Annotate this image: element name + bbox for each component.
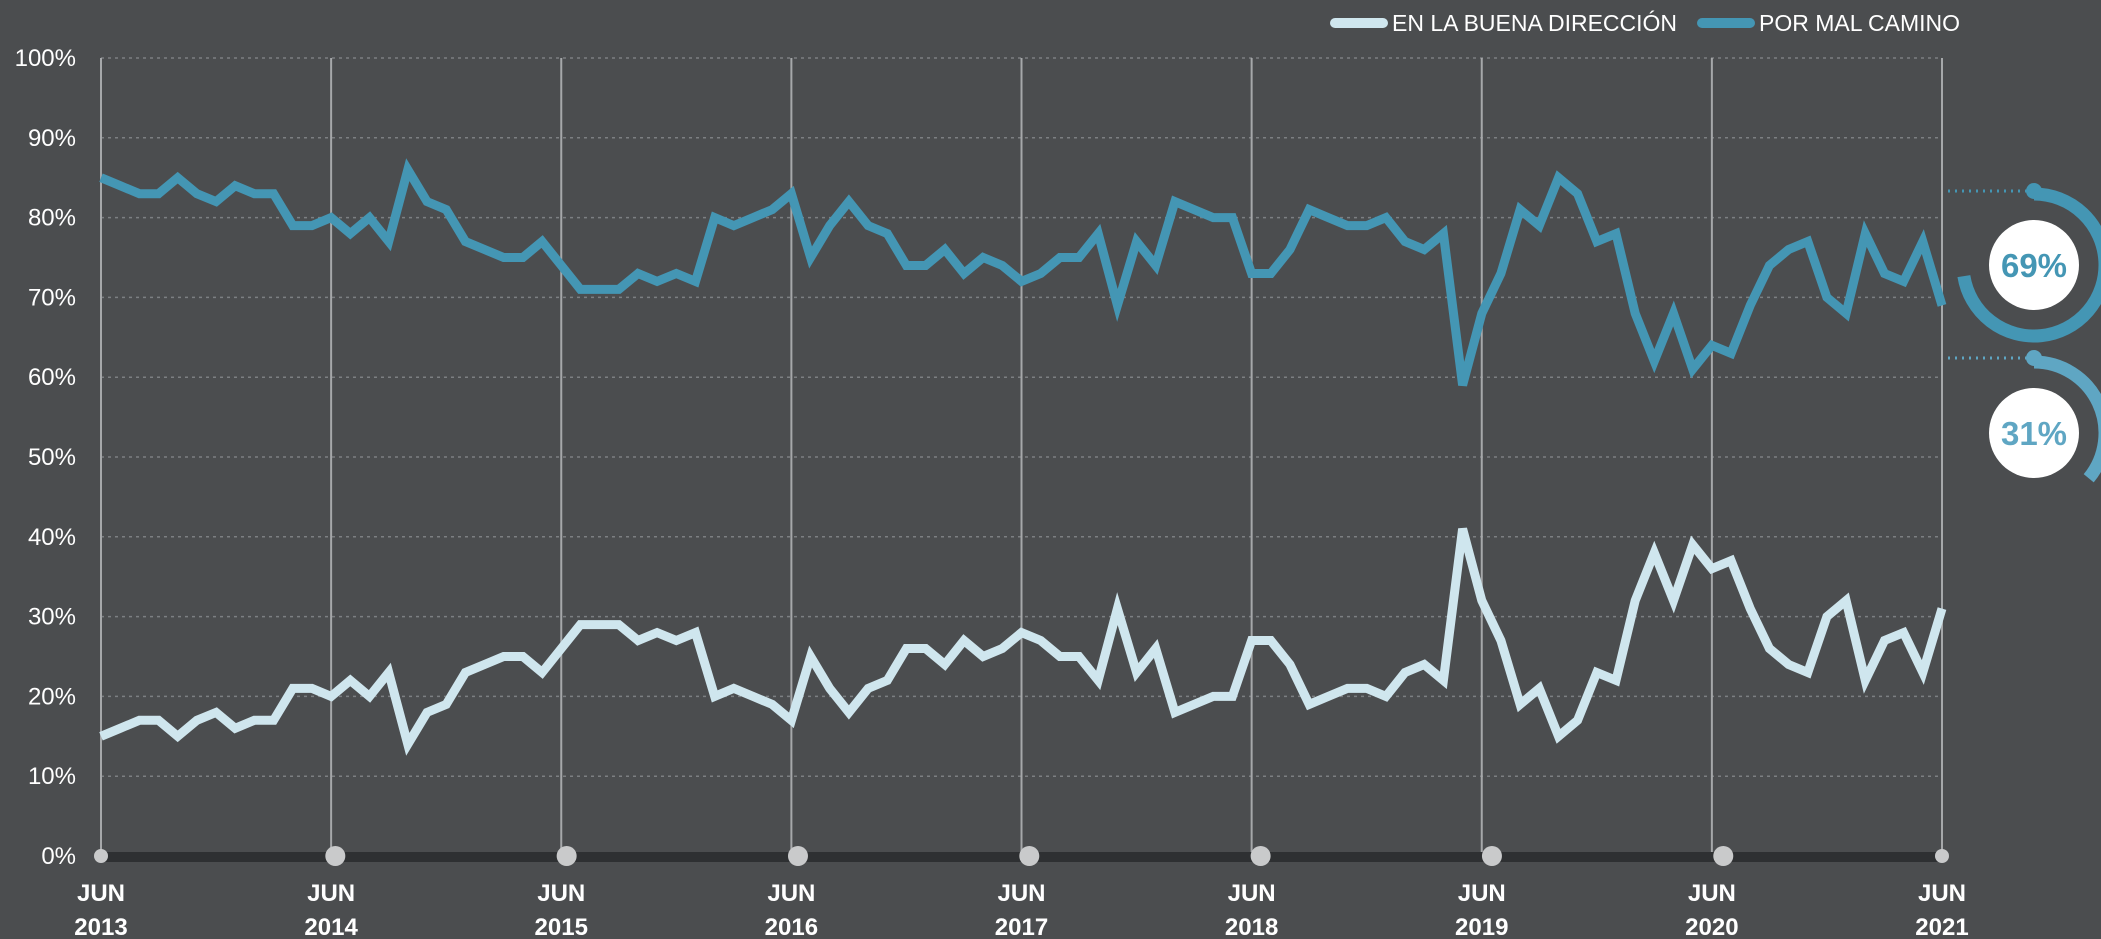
y-tick-label: 30% <box>28 604 76 631</box>
x-tick-year: 2017 <box>995 914 1048 939</box>
x-tick-year: 2021 <box>1915 914 1968 939</box>
timeline-marker <box>1481 846 1502 866</box>
callout-dot <box>2026 183 2042 199</box>
legend: EN LA BUENA DIRECCIÓN POR MAL CAMINO <box>1330 10 1960 36</box>
x-tick-year: 2016 <box>765 914 818 939</box>
series-line-mal-camino <box>99 158 1947 387</box>
y-tick-label: 10% <box>28 763 76 790</box>
final-value-callouts: 69% 31% <box>1948 183 2101 483</box>
y-tick-label: 100% <box>15 45 76 72</box>
timeline-marker <box>787 846 808 866</box>
x-tick-month: JUN <box>1458 880 1506 907</box>
callout-badge <box>1989 388 2079 478</box>
timeline-marker <box>94 849 108 863</box>
series-lines <box>99 158 1947 756</box>
callout-badge <box>1989 220 2079 310</box>
x-tick-year: 2013 <box>74 914 127 939</box>
timeline-marker <box>1019 846 1040 866</box>
x-tick-month: JUN <box>997 880 1045 907</box>
x-tick-month: JUN <box>1688 880 1736 907</box>
y-tick-label: 0% <box>41 843 76 870</box>
x-tick-month: JUN <box>77 880 125 907</box>
y-tick-label: 50% <box>28 444 76 471</box>
legend-label: EN LA BUENA DIRECCIÓN <box>1392 10 1677 36</box>
x-tick-year: 2019 <box>1455 914 1508 939</box>
callout-ring <box>1957 187 2101 343</box>
callout-ring <box>2033 355 2101 483</box>
callout-value: 31% <box>2001 415 2067 452</box>
callout-value: 69% <box>2001 247 2067 284</box>
y-tick-label: 90% <box>28 125 76 152</box>
x-tick-month: JUN <box>537 880 585 907</box>
timeline-marker <box>1713 846 1734 866</box>
y-tick-label: 40% <box>28 524 76 551</box>
legend-label: POR MAL CAMINO <box>1759 10 1960 36</box>
x-tick-month: JUN <box>767 880 815 907</box>
x-axis: JUN 2013 JUN 2014 JUN 2015 JUN 2016 JUN 2017 JUN 20… <box>74 846 1969 939</box>
x-tick-month: JUN <box>307 880 355 907</box>
x-tick-month: JUN <box>1918 880 1966 907</box>
gridlines <box>100 57 1943 856</box>
y-tick-label: 60% <box>28 364 76 391</box>
y-tick-label: 70% <box>28 284 76 311</box>
y-tick-label: 20% <box>28 683 76 710</box>
timeline-marker <box>556 846 577 866</box>
x-tick-year: 2020 <box>1685 914 1738 939</box>
x-tick-year: 2014 <box>304 914 358 939</box>
y-tick-label: 80% <box>28 205 76 232</box>
x-tick-year: 2015 <box>535 914 588 939</box>
series-line-buena-direccion <box>99 527 1947 756</box>
timeline-marker <box>1250 846 1271 866</box>
x-tick-year: 2018 <box>1225 914 1278 939</box>
callout-dot <box>2026 350 2042 366</box>
timeline-marker <box>325 846 346 866</box>
x-tick-month: JUN <box>1228 880 1276 907</box>
timeline-marker <box>1935 849 1949 863</box>
y-axis: 0% 10% 20% 30% 40% 50% 60% 70% 80% 90% 100% <box>15 45 76 870</box>
